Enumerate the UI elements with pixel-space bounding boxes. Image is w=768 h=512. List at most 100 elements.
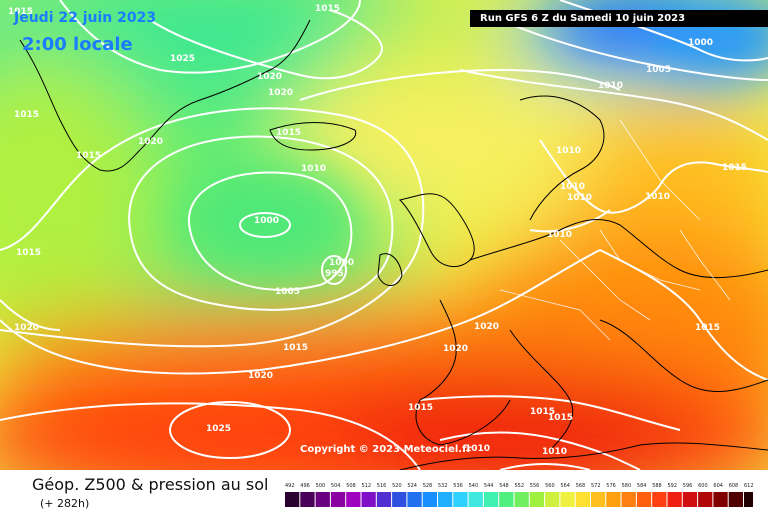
legend-swatch xyxy=(422,492,437,507)
scandinavia-coast xyxy=(519,95,605,221)
legend-swatch xyxy=(606,492,621,507)
legend-label: 492 xyxy=(285,483,295,489)
legend-swatches xyxy=(285,492,753,507)
legend-swatch xyxy=(545,492,560,507)
legend-swatch xyxy=(682,492,698,507)
ireland-coast xyxy=(377,253,403,286)
isobar-label: 1010 xyxy=(567,193,592,203)
legend-label: 592 xyxy=(668,483,678,489)
isobar-1015-east xyxy=(599,249,768,381)
africa-coast xyxy=(399,442,768,470)
forecast-time: 2:00 locale xyxy=(22,34,133,55)
legend-swatch xyxy=(667,492,682,507)
footer-bar: Géop. Z500 & pression au sol (+ 282h) 49… xyxy=(0,470,768,512)
legend-swatch xyxy=(376,492,392,507)
iberia-coast xyxy=(415,299,511,446)
legend-label: 552 xyxy=(515,483,525,489)
legend-label: 540 xyxy=(469,483,479,489)
legend-swatch xyxy=(713,492,728,507)
isobar-label: 1000 xyxy=(688,38,713,48)
isobar-label: 1015 xyxy=(408,403,433,413)
legend-label: 504 xyxy=(331,483,341,489)
legend-label: 612 xyxy=(744,483,753,489)
legend-swatch xyxy=(315,492,330,507)
europe-north-coast xyxy=(469,219,768,278)
italy-coast xyxy=(509,329,574,451)
legend-label: 556 xyxy=(530,483,540,489)
isobar-1010-ne xyxy=(459,69,768,141)
isobar-label: 1015 xyxy=(695,323,720,333)
legend-label: 496 xyxy=(300,483,310,489)
isobar-1010-closed xyxy=(128,135,394,311)
legend-swatch xyxy=(468,492,483,507)
legend-swatch xyxy=(300,492,315,507)
legend-label: 596 xyxy=(683,483,693,489)
legend-label: 564 xyxy=(560,483,570,489)
isobar-1015-north xyxy=(299,68,621,101)
legend-label: 520 xyxy=(392,483,402,489)
legend-swatch xyxy=(392,492,407,507)
isobar-label: 1020 xyxy=(257,72,282,82)
weather-map: 1015 1025 1020 1020 1015 1020 1015 1015 1010 1000… xyxy=(0,0,768,470)
isobar-labels: 1015102510201020101510201015101510101000… xyxy=(8,4,747,457)
map-title: Géop. Z500 & pression au sol xyxy=(32,475,269,494)
legend-label: 608 xyxy=(729,483,739,489)
isobar-1015 xyxy=(0,107,425,348)
isobar-label: 1015 xyxy=(283,343,308,353)
legend-label: 500 xyxy=(316,483,326,489)
isobar-label: 1015 xyxy=(315,4,340,14)
legend-swatch xyxy=(514,492,529,507)
legend-swatch xyxy=(636,492,652,507)
isobar-1000-closed xyxy=(239,212,291,238)
legend-label: 524 xyxy=(407,483,417,489)
forecast-date: Jeudi 22 juin 2023 xyxy=(14,10,157,26)
isobar-label: 1010 xyxy=(556,146,581,156)
isobar-label: 1015 xyxy=(530,407,555,417)
isobar-1015-med xyxy=(419,395,681,431)
legend-swatch xyxy=(744,492,753,507)
isobar-1025-closed xyxy=(169,401,291,459)
isobar-label: 1020 xyxy=(474,322,499,332)
isobar-label: 1025 xyxy=(206,424,231,434)
legend-swatch xyxy=(285,492,300,507)
legend-label: 560 xyxy=(545,483,555,489)
isobar-1010-baltic xyxy=(529,209,611,233)
map-subtitle: (+ 282h) xyxy=(40,497,90,510)
isobar-label: 1010 xyxy=(560,182,585,192)
legend-swatch xyxy=(499,492,514,507)
legend-swatch xyxy=(346,492,361,507)
isobar-1005-closed xyxy=(187,171,353,291)
legend-swatch xyxy=(361,492,376,507)
isobar-label: 995 xyxy=(325,269,344,279)
isobar-label: 1020 xyxy=(443,344,468,354)
iceland-coast xyxy=(269,122,357,151)
legend-swatch xyxy=(453,492,468,507)
copyright: Copyright © 2023 Meteociel.fr xyxy=(300,444,472,455)
isobar-label: 1000 xyxy=(254,216,279,226)
isobar-label: 1025 xyxy=(170,54,195,64)
isobar-label: 1015 xyxy=(8,7,33,17)
map-canvas: 1015102510201020101510201015101510101000… xyxy=(0,0,768,470)
isobar-label: 1015 xyxy=(16,248,41,258)
greenland-coast xyxy=(19,19,311,172)
isobar-label: 1010 xyxy=(542,447,567,457)
isobar-label: 1015 xyxy=(548,413,573,423)
legend-swatch xyxy=(407,492,422,507)
legend-label: 512 xyxy=(362,483,372,489)
isobar-label: 1015 xyxy=(722,163,747,173)
legend-label: 576 xyxy=(606,483,616,489)
legend-swatch xyxy=(698,492,713,507)
legend-swatch xyxy=(728,492,743,507)
isobar-1005-ne xyxy=(499,19,768,81)
legend-labels: 492 496 500 504 508 512 516 520 524 528 532 536 540 5… xyxy=(285,483,753,489)
legend-label: 536 xyxy=(453,483,463,489)
color-legend: 492 496 500 504 508 512 516 520 524 528 532 536 540 5… xyxy=(285,483,753,507)
legend-swatch xyxy=(560,492,575,507)
isobar-label: 1010 xyxy=(598,81,623,91)
isobar-995 xyxy=(321,255,347,285)
legend-label: 584 xyxy=(637,483,647,489)
isobar-label: 1010 xyxy=(547,230,572,240)
legend-label: 528 xyxy=(423,483,433,489)
isobar-1020-west xyxy=(0,299,61,331)
legend-label: 568 xyxy=(576,483,586,489)
